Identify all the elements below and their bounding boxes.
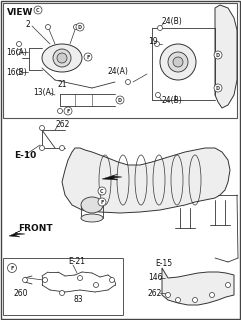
Text: D: D	[216, 52, 220, 58]
Circle shape	[158, 26, 162, 30]
Text: E-15: E-15	[155, 259, 172, 268]
Ellipse shape	[81, 214, 103, 222]
Text: 146: 146	[148, 274, 162, 283]
Ellipse shape	[168, 52, 188, 72]
Text: 24(B): 24(B)	[162, 95, 183, 105]
Ellipse shape	[81, 197, 103, 213]
Circle shape	[76, 23, 84, 31]
Text: FRONT: FRONT	[18, 223, 53, 233]
Circle shape	[60, 291, 65, 295]
Circle shape	[155, 92, 161, 98]
Bar	[3, 3, 237, 118]
Ellipse shape	[42, 44, 82, 72]
Circle shape	[166, 292, 170, 298]
Ellipse shape	[160, 44, 196, 80]
Circle shape	[98, 198, 106, 206]
Text: 24(B): 24(B)	[162, 17, 183, 26]
Circle shape	[16, 50, 21, 54]
Circle shape	[78, 276, 82, 281]
Circle shape	[226, 283, 230, 287]
Circle shape	[7, 263, 16, 273]
Text: 83: 83	[73, 295, 83, 305]
Polygon shape	[162, 268, 234, 305]
Circle shape	[16, 42, 21, 46]
Text: 16(A): 16(A)	[6, 47, 27, 57]
Polygon shape	[215, 5, 237, 108]
Circle shape	[173, 57, 183, 67]
Circle shape	[214, 84, 222, 92]
Circle shape	[34, 6, 42, 14]
Circle shape	[22, 277, 27, 283]
Circle shape	[58, 108, 62, 114]
Circle shape	[116, 96, 124, 104]
Text: 260: 260	[13, 289, 27, 298]
Circle shape	[57, 53, 67, 63]
Text: 262: 262	[55, 119, 69, 129]
Text: E-10: E-10	[14, 150, 36, 159]
Polygon shape	[62, 148, 230, 213]
Text: F: F	[10, 266, 14, 270]
Text: 24(A): 24(A)	[107, 67, 128, 76]
Polygon shape	[9, 231, 25, 237]
Circle shape	[40, 146, 45, 150]
Bar	[3, 258, 123, 315]
Circle shape	[94, 283, 99, 287]
Circle shape	[42, 277, 47, 283]
Circle shape	[74, 25, 79, 29]
Circle shape	[64, 107, 72, 115]
Text: C: C	[100, 188, 104, 194]
Circle shape	[193, 298, 198, 302]
Text: 13(A): 13(A)	[33, 87, 54, 97]
Circle shape	[16, 69, 21, 75]
Text: D: D	[78, 25, 82, 29]
Circle shape	[46, 25, 51, 29]
Text: 16(B): 16(B)	[6, 68, 27, 76]
Text: 262: 262	[148, 289, 162, 298]
Circle shape	[126, 79, 130, 84]
Text: F: F	[66, 108, 70, 114]
Text: D: D	[118, 98, 122, 102]
Circle shape	[40, 125, 45, 131]
Text: D: D	[216, 85, 220, 91]
Text: 21: 21	[58, 79, 67, 89]
Polygon shape	[102, 174, 122, 180]
Text: VIEW: VIEW	[7, 7, 33, 17]
Text: 19: 19	[148, 36, 158, 45]
Text: E-21: E-21	[68, 258, 85, 267]
Text: C: C	[36, 7, 40, 12]
Circle shape	[209, 292, 214, 298]
Circle shape	[214, 51, 222, 59]
Circle shape	[175, 298, 181, 302]
Text: 2: 2	[26, 20, 31, 28]
Circle shape	[60, 146, 65, 150]
Circle shape	[84, 53, 92, 61]
Circle shape	[109, 277, 114, 283]
Text: F: F	[100, 199, 104, 204]
Ellipse shape	[53, 49, 71, 67]
Circle shape	[98, 187, 106, 195]
Circle shape	[154, 42, 160, 46]
Text: F: F	[86, 54, 90, 60]
